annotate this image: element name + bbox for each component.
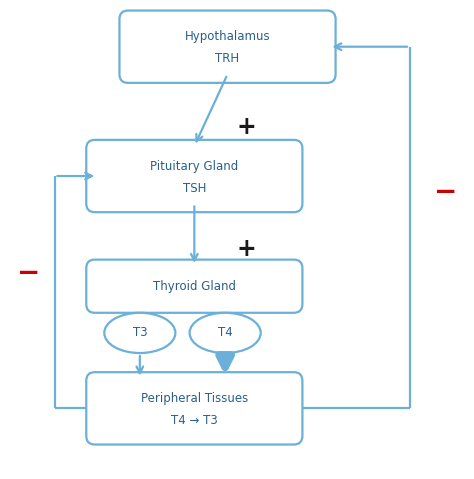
Text: T3: T3 xyxy=(133,326,147,340)
FancyBboxPatch shape xyxy=(119,11,336,83)
Text: T4: T4 xyxy=(218,326,233,340)
Text: +: + xyxy=(237,237,256,261)
Text: Pituitary Gland: Pituitary Gland xyxy=(150,160,238,172)
Text: Hypothalamus: Hypothalamus xyxy=(185,30,270,43)
Text: Peripheral Tissues: Peripheral Tissues xyxy=(141,392,248,405)
Text: −: − xyxy=(17,259,40,287)
Text: +: + xyxy=(237,115,256,139)
FancyBboxPatch shape xyxy=(86,260,302,313)
Ellipse shape xyxy=(190,313,261,353)
Text: TSH: TSH xyxy=(182,182,206,194)
Text: TRH: TRH xyxy=(216,52,239,65)
Text: Thyroid Gland: Thyroid Gland xyxy=(153,280,236,293)
FancyBboxPatch shape xyxy=(86,140,302,212)
FancyBboxPatch shape xyxy=(86,372,302,445)
Text: T4 → T3: T4 → T3 xyxy=(171,414,218,427)
Text: −: − xyxy=(434,178,457,205)
Ellipse shape xyxy=(104,313,175,353)
